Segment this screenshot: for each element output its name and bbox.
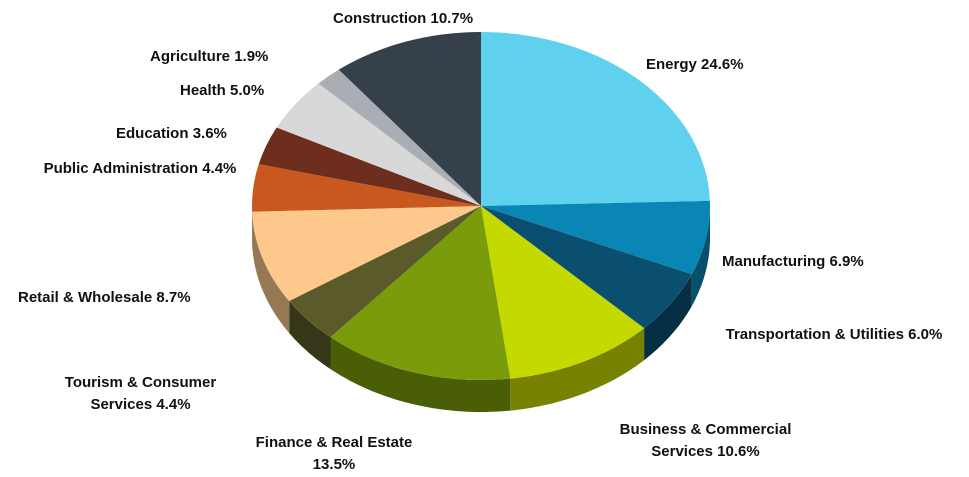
slice-label: Public Administration 4.4% <box>42 158 238 180</box>
slice <box>481 200 710 275</box>
slice-side <box>510 328 645 411</box>
value-label: 5.0% <box>230 82 265 99</box>
category-name: Public Administration <box>43 160 199 177</box>
slice <box>318 69 481 207</box>
slice-side <box>289 301 331 370</box>
slice <box>276 83 481 206</box>
slice <box>252 206 481 302</box>
category-name: Business & Commercial Services <box>619 421 792 460</box>
category-name: Construction <box>333 10 427 27</box>
slice <box>289 206 481 338</box>
slice <box>330 206 511 380</box>
value-label: 1.9% <box>234 48 269 65</box>
slice-label: Energy 24.6% <box>646 54 846 76</box>
slice-side <box>330 337 511 412</box>
category-name: Agriculture <box>150 48 231 65</box>
slice <box>481 206 645 379</box>
value-label: 10.7% <box>430 10 474 27</box>
value-label: 13.5% <box>312 456 356 473</box>
slice-side <box>691 206 710 307</box>
slice-label: Retail & Wholesale 8.7% <box>18 287 278 309</box>
value-label: 6.0% <box>908 326 943 343</box>
value-label: 8.7% <box>156 289 191 306</box>
value-label: 4.4% <box>202 160 237 177</box>
category-name: Manufacturing <box>722 253 826 270</box>
category-name: Transportation & Utilities <box>725 326 904 343</box>
slice <box>481 32 710 206</box>
slice <box>481 206 692 329</box>
slice-label: Agriculture 1.9% <box>150 46 350 68</box>
value-label: 6.9% <box>829 253 864 270</box>
slice-side <box>644 274 692 361</box>
category-name: Education <box>116 125 189 142</box>
slice-label: Tourism & Consumer Services 4.4% <box>48 372 233 416</box>
slice-label: Transportation & Utilities 6.0% <box>720 324 948 346</box>
value-label: 24.6% <box>701 56 744 73</box>
category-name: Retail & Wholesale <box>18 289 153 306</box>
category-name: Finance & Real Estate <box>255 434 413 451</box>
slice-label: Education 3.6% <box>116 123 316 145</box>
slice-label: Business & Commercial Services 10.6% <box>603 419 808 463</box>
slice-label: Health 5.0% <box>180 80 380 102</box>
slice-label: Construction 10.7% <box>333 8 553 30</box>
value-label: 4.4% <box>156 396 191 413</box>
slice-side <box>252 211 290 333</box>
category-name: Health <box>180 82 226 99</box>
category-name: Energy <box>646 56 697 73</box>
slice-label: Finance & Real Estate 13.5% <box>243 432 425 476</box>
slice <box>252 164 481 212</box>
slice <box>338 31 481 206</box>
category-name: Tourism & Consumer Services <box>64 374 217 413</box>
slice-label: Manufacturing 6.9% <box>722 251 952 273</box>
value-label: 10.6% <box>717 443 760 460</box>
value-label: 3.6% <box>192 125 227 142</box>
slice <box>258 127 481 206</box>
